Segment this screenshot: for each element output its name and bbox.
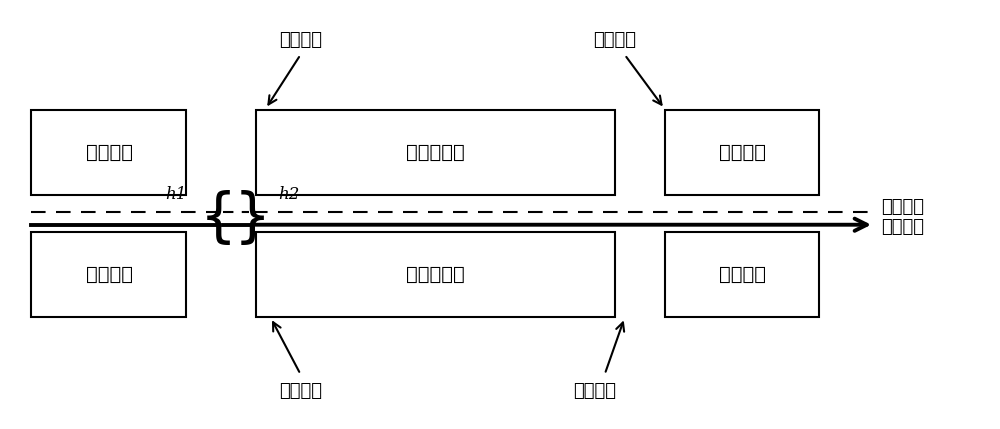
Text: }: } [234, 190, 271, 247]
Text: 下法兰盘: 下法兰盘 [86, 265, 133, 284]
Text: 加速缝隙: 加速缝隙 [573, 382, 616, 400]
Text: 加速缝隙: 加速缝隙 [279, 31, 322, 49]
Text: h1: h1 [165, 187, 187, 203]
Text: 束流方向: 束流方向 [881, 218, 924, 236]
Text: {: { [200, 190, 237, 247]
Text: 上高频腔体: 上高频腔体 [406, 143, 465, 162]
Text: 中心平面: 中心平面 [881, 198, 924, 216]
Bar [665, 110, 819, 195]
Text: h2: h2 [279, 187, 300, 203]
Bar [31, 232, 186, 317]
Text: 下法兰盘: 下法兰盘 [719, 265, 766, 284]
Text: 加速缝隙: 加速缝隙 [593, 31, 636, 49]
Bar [256, 110, 615, 195]
Bar [256, 232, 615, 317]
Text: 下高频腔体: 下高频腔体 [406, 265, 465, 284]
Text: 加速缝隙: 加速缝隙 [279, 382, 322, 400]
Bar [665, 232, 819, 317]
Text: 上法兰盘: 上法兰盘 [719, 143, 766, 162]
Text: 上法兰盘: 上法兰盘 [86, 143, 133, 162]
Bar [31, 110, 186, 195]
